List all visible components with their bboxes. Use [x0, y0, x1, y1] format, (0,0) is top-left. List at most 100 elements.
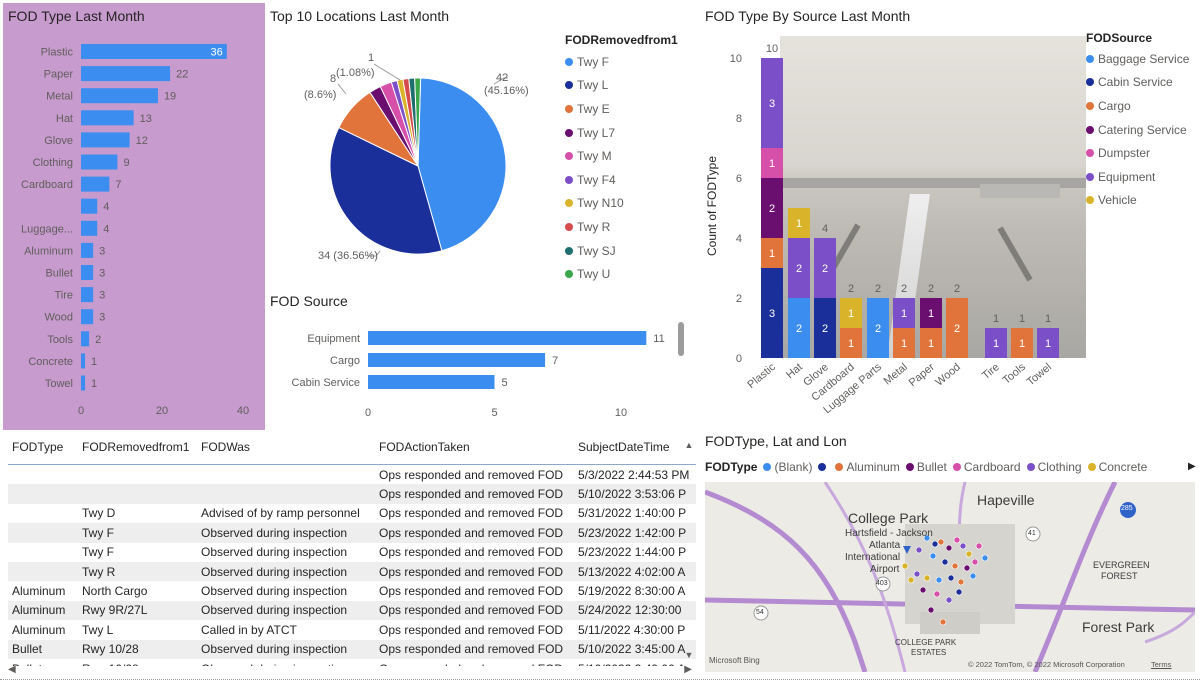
by-source-legend-item[interactable]: Dumpster: [1086, 141, 1200, 165]
table-row[interactable]: Twy D Advised of by ramp personnel Ops res…: [8, 504, 696, 523]
map-point[interactable]: [923, 534, 931, 542]
pie-legend-item[interactable]: Twy M: [565, 144, 695, 168]
fod-type-bar[interactable]: [81, 331, 90, 347]
stacked-bar-segment[interactable]: [788, 298, 810, 358]
map-legend-item[interactable]: Bullet: [905, 460, 947, 474]
pie-slice[interactable]: [414, 77, 422, 167]
map-point[interactable]: [953, 536, 961, 544]
fod-type-bar[interactable]: [81, 287, 94, 303]
map-point[interactable]: [959, 542, 967, 550]
fod-type-bar[interactable]: [81, 110, 134, 126]
fod-source-bar[interactable]: [368, 353, 546, 367]
fod-type-bar[interactable]: [81, 176, 110, 192]
map-view[interactable]: Hapeville College Park Hartsfield - Jack…: [705, 482, 1195, 672]
stacked-bar-segment[interactable]: [788, 208, 810, 238]
map-point[interactable]: [929, 552, 937, 560]
map-point[interactable]: [915, 546, 923, 554]
pie-legend-item[interactable]: Twy SJ: [565, 239, 695, 263]
table-column-header[interactable]: FODActionTaken: [375, 430, 574, 465]
fod-type-bar[interactable]: [81, 375, 86, 391]
scroll-left-arrow[interactable]: ◀: [8, 664, 16, 675]
map-point[interactable]: [939, 618, 947, 626]
table-column-header[interactable]: FODType: [8, 430, 78, 465]
stacked-bar-segment[interactable]: [1037, 328, 1059, 358]
by-source-legend-item[interactable]: Vehicle: [1086, 189, 1200, 213]
stacked-bar-segment[interactable]: [920, 298, 942, 328]
table-row[interactable]: Ops responded and removed FOD 5/3/2022 2:…: [8, 465, 696, 485]
stacked-bar-segment[interactable]: [893, 328, 915, 358]
map-legend-item[interactable]: [818, 463, 829, 471]
stacked-bar-segment[interactable]: [814, 298, 836, 358]
detail-table-container[interactable]: FODType FODRemovedfrom1 FODWas FODActionTak…: [8, 430, 696, 666]
stacked-bar-segment[interactable]: [761, 238, 783, 268]
fod-type-bar[interactable]: [81, 353, 86, 369]
stacked-bar-segment[interactable]: [1011, 328, 1033, 358]
pie-legend-item[interactable]: Twy L7: [565, 121, 695, 145]
table-column-header[interactable]: FODRemovedfrom1: [78, 430, 197, 465]
stacked-bar-segment[interactable]: [840, 328, 862, 358]
map-point[interactable]: [955, 588, 963, 596]
table-column-header[interactable]: FODWas: [197, 430, 375, 465]
pie-legend-item[interactable]: Twy E: [565, 97, 695, 121]
fod-type-bar[interactable]: [81, 242, 94, 258]
fod-type-bar[interactable]: [81, 88, 158, 104]
scroll-right-arrow[interactable]: ▶: [684, 664, 692, 675]
by-source-legend-item[interactable]: Baggage Service: [1086, 47, 1200, 71]
stacked-bar-segment[interactable]: [893, 298, 915, 328]
fod-type-bar[interactable]: [81, 66, 171, 82]
pie-legend-item[interactable]: Twy F: [565, 50, 695, 74]
map-point[interactable]: [923, 574, 931, 582]
stacked-bar-segment[interactable]: [840, 298, 862, 328]
map-point[interactable]: [965, 550, 973, 558]
table-row[interactable]: Aluminum Twy L Called in by ATCT Ops respon…: [8, 620, 696, 639]
pie-legend-item[interactable]: Twy R: [565, 215, 695, 239]
fod-source-bar[interactable]: [368, 375, 495, 389]
map-point[interactable]: [951, 562, 959, 570]
table-row[interactable]: Twy F Observed during inspection Ops respo…: [8, 543, 696, 562]
stacked-bar-segment[interactable]: [761, 268, 783, 358]
map-point[interactable]: [969, 572, 977, 580]
map-point[interactable]: [957, 578, 965, 586]
fod-type-bar[interactable]: [81, 309, 94, 325]
map-point[interactable]: [963, 564, 971, 572]
table-column-header[interactable]: SubjectDateTime: [574, 430, 696, 465]
stacked-bar-segment[interactable]: [814, 238, 836, 298]
pie-legend-item[interactable]: Twy U: [565, 262, 695, 286]
by-source-legend-item[interactable]: Equipment: [1086, 165, 1200, 189]
fod-type-bar[interactable]: [81, 154, 118, 170]
stacked-bar-segment[interactable]: [946, 298, 968, 358]
stacked-bar-segment[interactable]: [761, 58, 783, 148]
table-horizontal-scrollbar[interactable]: ◀ ▶: [8, 664, 692, 676]
by-source-legend-item[interactable]: Cargo: [1086, 94, 1200, 118]
map-legend-item[interactable]: Aluminum: [835, 460, 900, 474]
stacked-bar-segment[interactable]: [920, 328, 942, 358]
table-row[interactable]: Ops responded and removed FOD 5/10/2022 3…: [8, 484, 696, 504]
map-point[interactable]: [933, 590, 941, 598]
map-point[interactable]: [971, 558, 979, 566]
stacked-bar-segment[interactable]: [788, 238, 810, 298]
map-terms-link[interactable]: Terms: [1151, 660, 1172, 669]
fod-type-bar[interactable]: [81, 220, 98, 236]
map-legend-item[interactable]: Clothing: [1026, 460, 1082, 474]
map-point[interactable]: [941, 558, 949, 566]
pie-legend-item[interactable]: Twy L: [565, 74, 695, 98]
scroll-up-arrow[interactable]: ▲: [684, 440, 694, 450]
fod-source-bar[interactable]: [368, 331, 647, 345]
map-legend-item[interactable]: (Blank): [763, 460, 812, 474]
pie-slice[interactable]: [329, 126, 443, 255]
table-row[interactable]: Aluminum Rwy 9R/27L Observed during inspec…: [8, 600, 696, 621]
map-point[interactable]: [919, 586, 927, 594]
scroll-down-arrow[interactable]: ▼: [684, 650, 694, 660]
map-point[interactable]: [907, 576, 915, 584]
map-point[interactable]: [927, 606, 935, 614]
map-point[interactable]: [937, 538, 945, 546]
stacked-bar-segment[interactable]: [985, 328, 1007, 358]
table-vertical-scrollbar[interactable]: ▲ ▼: [684, 440, 694, 666]
map-legend-item[interactable]: Concrete: [1087, 460, 1147, 474]
stacked-bar-segment[interactable]: [761, 178, 783, 238]
pie-legend-item[interactable]: Twy F4: [565, 168, 695, 192]
map-point[interactable]: [913, 570, 921, 578]
map-legend-next-arrow[interactable]: ▶: [1188, 461, 1196, 472]
stacked-bar-segment[interactable]: [761, 148, 783, 178]
